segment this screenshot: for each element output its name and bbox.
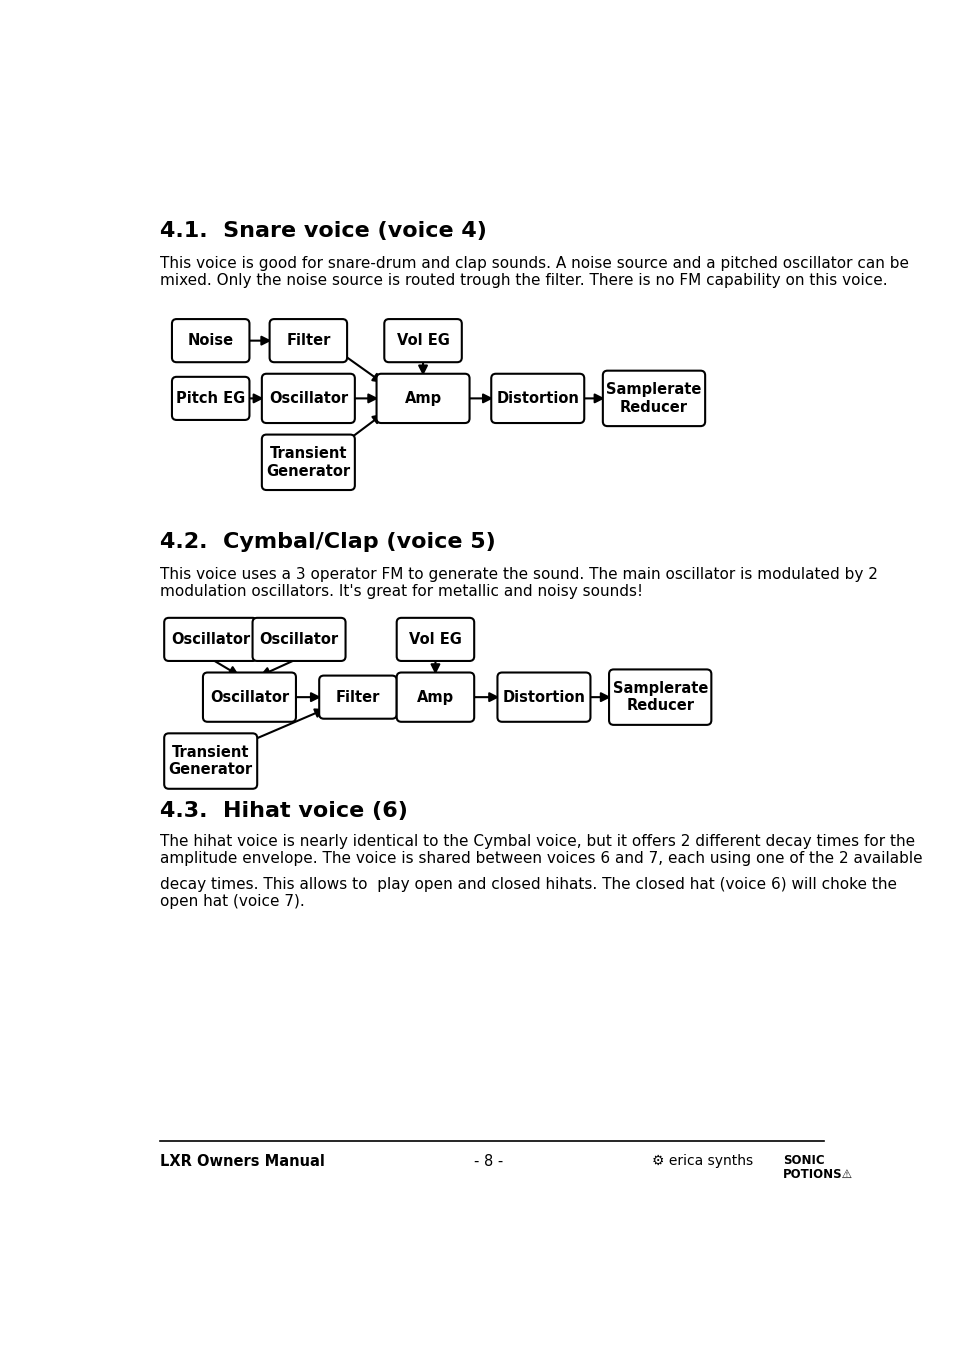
Text: Oscillator: Oscillator: [171, 632, 250, 647]
Text: Oscillator: Oscillator: [259, 632, 338, 647]
Text: This voice uses a 3 operator FM to generate the sound. The main oscillator is mo: This voice uses a 3 operator FM to gener…: [159, 567, 877, 582]
Text: ⚙ erica synths: ⚙ erica synths: [652, 1154, 753, 1168]
Text: Filter: Filter: [286, 333, 330, 348]
FancyBboxPatch shape: [396, 618, 474, 662]
Text: LXR Owners Manual: LXR Owners Manual: [159, 1154, 324, 1169]
Text: Vol EG: Vol EG: [409, 632, 461, 647]
Text: Samplerate
Reducer: Samplerate Reducer: [606, 382, 701, 414]
Text: 4.1.  Snare voice (voice 4): 4.1. Snare voice (voice 4): [159, 220, 486, 240]
FancyBboxPatch shape: [203, 672, 295, 722]
FancyBboxPatch shape: [497, 672, 590, 722]
FancyBboxPatch shape: [608, 670, 711, 725]
Text: Oscillator: Oscillator: [269, 392, 348, 406]
Text: decay times. This allows to  play open and closed hihats. The closed hat (voice : decay times. This allows to play open an…: [159, 878, 896, 892]
FancyBboxPatch shape: [164, 618, 257, 662]
FancyBboxPatch shape: [172, 319, 249, 362]
Text: 4.3.  Hihat voice (6): 4.3. Hihat voice (6): [159, 801, 407, 821]
FancyBboxPatch shape: [396, 672, 474, 722]
Text: This voice is good for snare-drum and clap sounds. A noise source and a pitched : This voice is good for snare-drum and cl…: [159, 256, 907, 271]
Text: Vol EG: Vol EG: [396, 333, 449, 348]
Text: Amp: Amp: [404, 392, 441, 406]
FancyBboxPatch shape: [261, 435, 355, 490]
Text: Distortion: Distortion: [502, 690, 585, 705]
Text: - 8 -: - 8 -: [474, 1154, 503, 1169]
Text: open hat (voice 7).: open hat (voice 7).: [159, 894, 304, 910]
FancyBboxPatch shape: [602, 371, 704, 427]
Text: Noise: Noise: [188, 333, 233, 348]
FancyBboxPatch shape: [270, 319, 347, 362]
Text: The hihat voice is nearly identical to the Cymbal voice, but it offers 2 differe: The hihat voice is nearly identical to t…: [159, 834, 914, 849]
FancyBboxPatch shape: [253, 618, 345, 662]
Text: Distortion: Distortion: [496, 392, 578, 406]
FancyBboxPatch shape: [384, 319, 461, 362]
Text: modulation oscillators. It's great for metallic and noisy sounds!: modulation oscillators. It's great for m…: [159, 585, 642, 599]
FancyBboxPatch shape: [172, 377, 249, 420]
Text: Transient
Generator: Transient Generator: [266, 446, 350, 478]
Text: Transient
Generator: Transient Generator: [169, 745, 253, 778]
FancyBboxPatch shape: [261, 374, 355, 423]
Text: amplitude envelope. The voice is shared between voices 6 and 7, each using one o: amplitude envelope. The voice is shared …: [159, 850, 922, 867]
FancyBboxPatch shape: [491, 374, 583, 423]
Text: Pitch EG: Pitch EG: [176, 392, 245, 406]
Text: Oscillator: Oscillator: [210, 690, 289, 705]
Text: 4.2.  Cymbal/Clap (voice 5): 4.2. Cymbal/Clap (voice 5): [159, 532, 495, 552]
Text: mixed. Only the noise source is routed trough the filter. There is no FM capabil: mixed. Only the noise source is routed t…: [159, 273, 886, 288]
FancyBboxPatch shape: [319, 675, 396, 718]
Text: Samplerate
Reducer: Samplerate Reducer: [612, 680, 707, 713]
FancyBboxPatch shape: [164, 733, 257, 788]
Text: Amp: Amp: [416, 690, 454, 705]
Text: SONIC
POTIONS⚠: SONIC POTIONS⚠: [781, 1154, 852, 1181]
Text: Filter: Filter: [335, 690, 379, 705]
FancyBboxPatch shape: [376, 374, 469, 423]
